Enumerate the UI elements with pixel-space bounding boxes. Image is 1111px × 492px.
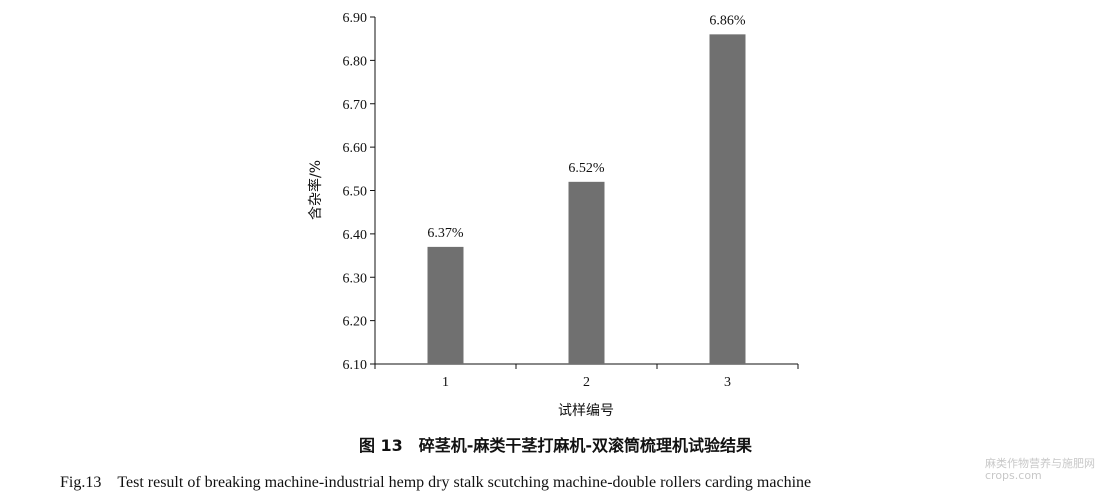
bar-chart: 6.10 6.20 6.30 6.40 6.50 6.60 6.70 6.80 6.90 1 2 3… xyxy=(307,11,799,419)
y-tick-label: 6.90 xyxy=(343,11,368,26)
watermark: 麻类作物营养与施肥网 crops.com xyxy=(985,458,1095,482)
y-tick-label: 6.10 xyxy=(343,358,368,373)
x-tick-label: 3 xyxy=(724,375,731,390)
bar xyxy=(427,246,464,364)
y-tick-label: 6.50 xyxy=(343,185,368,200)
watermark-line-2: crops.com xyxy=(985,469,1042,482)
y-tick-label: 6.80 xyxy=(343,54,368,69)
x-axis-title: 试样编号 xyxy=(558,403,614,419)
data-labels: 6.37% 6.52% 6.86% xyxy=(427,13,746,241)
y-tick-label: 6.60 xyxy=(343,141,368,156)
y-axis: 6.10 6.20 6.30 6.40 6.50 6.60 6.70 6.80 6.90 xyxy=(343,11,376,373)
watermark-line-1: 麻类作物营养与施肥网 xyxy=(985,457,1095,470)
y-tick-label: 6.30 xyxy=(343,271,368,286)
y-axis-title: 含杂率/% xyxy=(307,160,324,220)
bar xyxy=(568,181,605,364)
y-tick-label: 6.70 xyxy=(343,98,368,113)
y-tick-label: 6.20 xyxy=(343,315,368,330)
x-axis: 1 2 3 xyxy=(374,363,799,390)
figure-caption-english: Fig.13 Test result of breaking machine-i… xyxy=(60,474,812,491)
bar-value-label: 6.37% xyxy=(427,226,464,241)
y-tick-label: 6.40 xyxy=(343,228,368,243)
bar-value-label: 6.52% xyxy=(568,161,605,176)
bars xyxy=(427,34,746,364)
bar xyxy=(709,34,746,364)
figure-caption-chinese: 图 13 碎茎机-麻类干茎打麻机-双滚筒梳理机试验结果 xyxy=(358,436,753,455)
bar-value-label: 6.86% xyxy=(709,13,746,28)
x-tick-label: 1 xyxy=(442,375,449,390)
x-tick-label: 2 xyxy=(583,375,590,390)
